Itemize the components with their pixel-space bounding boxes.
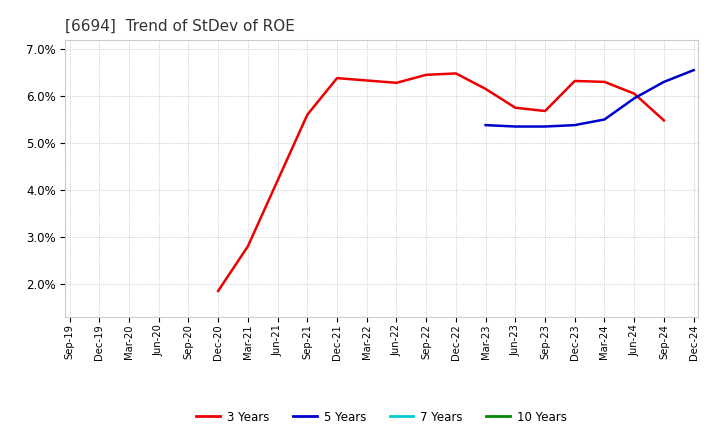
Text: [6694]  Trend of StDev of ROE: [6694] Trend of StDev of ROE (65, 19, 294, 34)
Legend: 3 Years, 5 Years, 7 Years, 10 Years: 3 Years, 5 Years, 7 Years, 10 Years (192, 406, 572, 428)
